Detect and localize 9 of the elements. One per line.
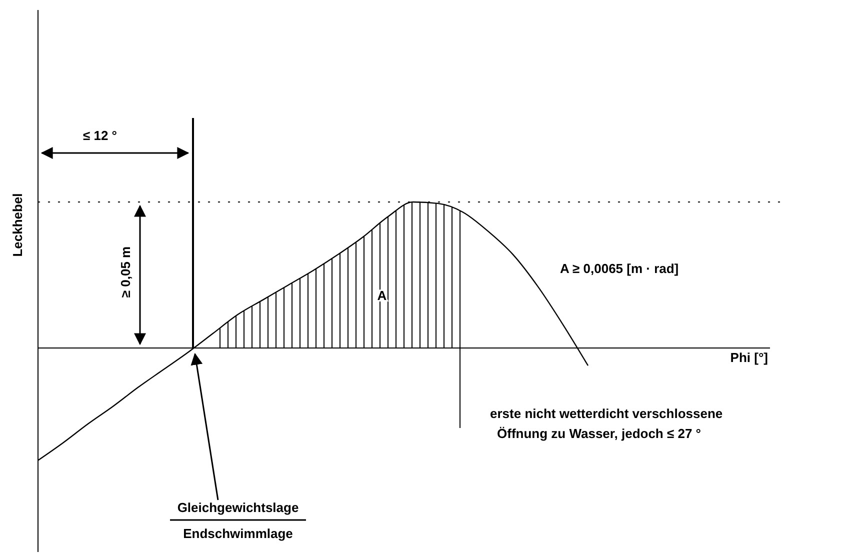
text: Phi [°] — [730, 350, 768, 365]
annotation: Öffnung zu Wasser, jedoch ≤ 27 ° — [497, 426, 701, 441]
annotation: A ≥ 0,0065 [m · rad] — [560, 261, 679, 276]
annotation: ≥ 0,05 m — [118, 246, 133, 298]
y-axis-title: Leckhebel — [10, 193, 25, 257]
text: Endschwimmlage — [183, 526, 293, 541]
annotation: erste nicht wetterdicht verschlossene — [490, 406, 723, 421]
text: ≤ 12 ° — [82, 128, 118, 143]
text: Gleichgewichtslage — [177, 500, 299, 515]
